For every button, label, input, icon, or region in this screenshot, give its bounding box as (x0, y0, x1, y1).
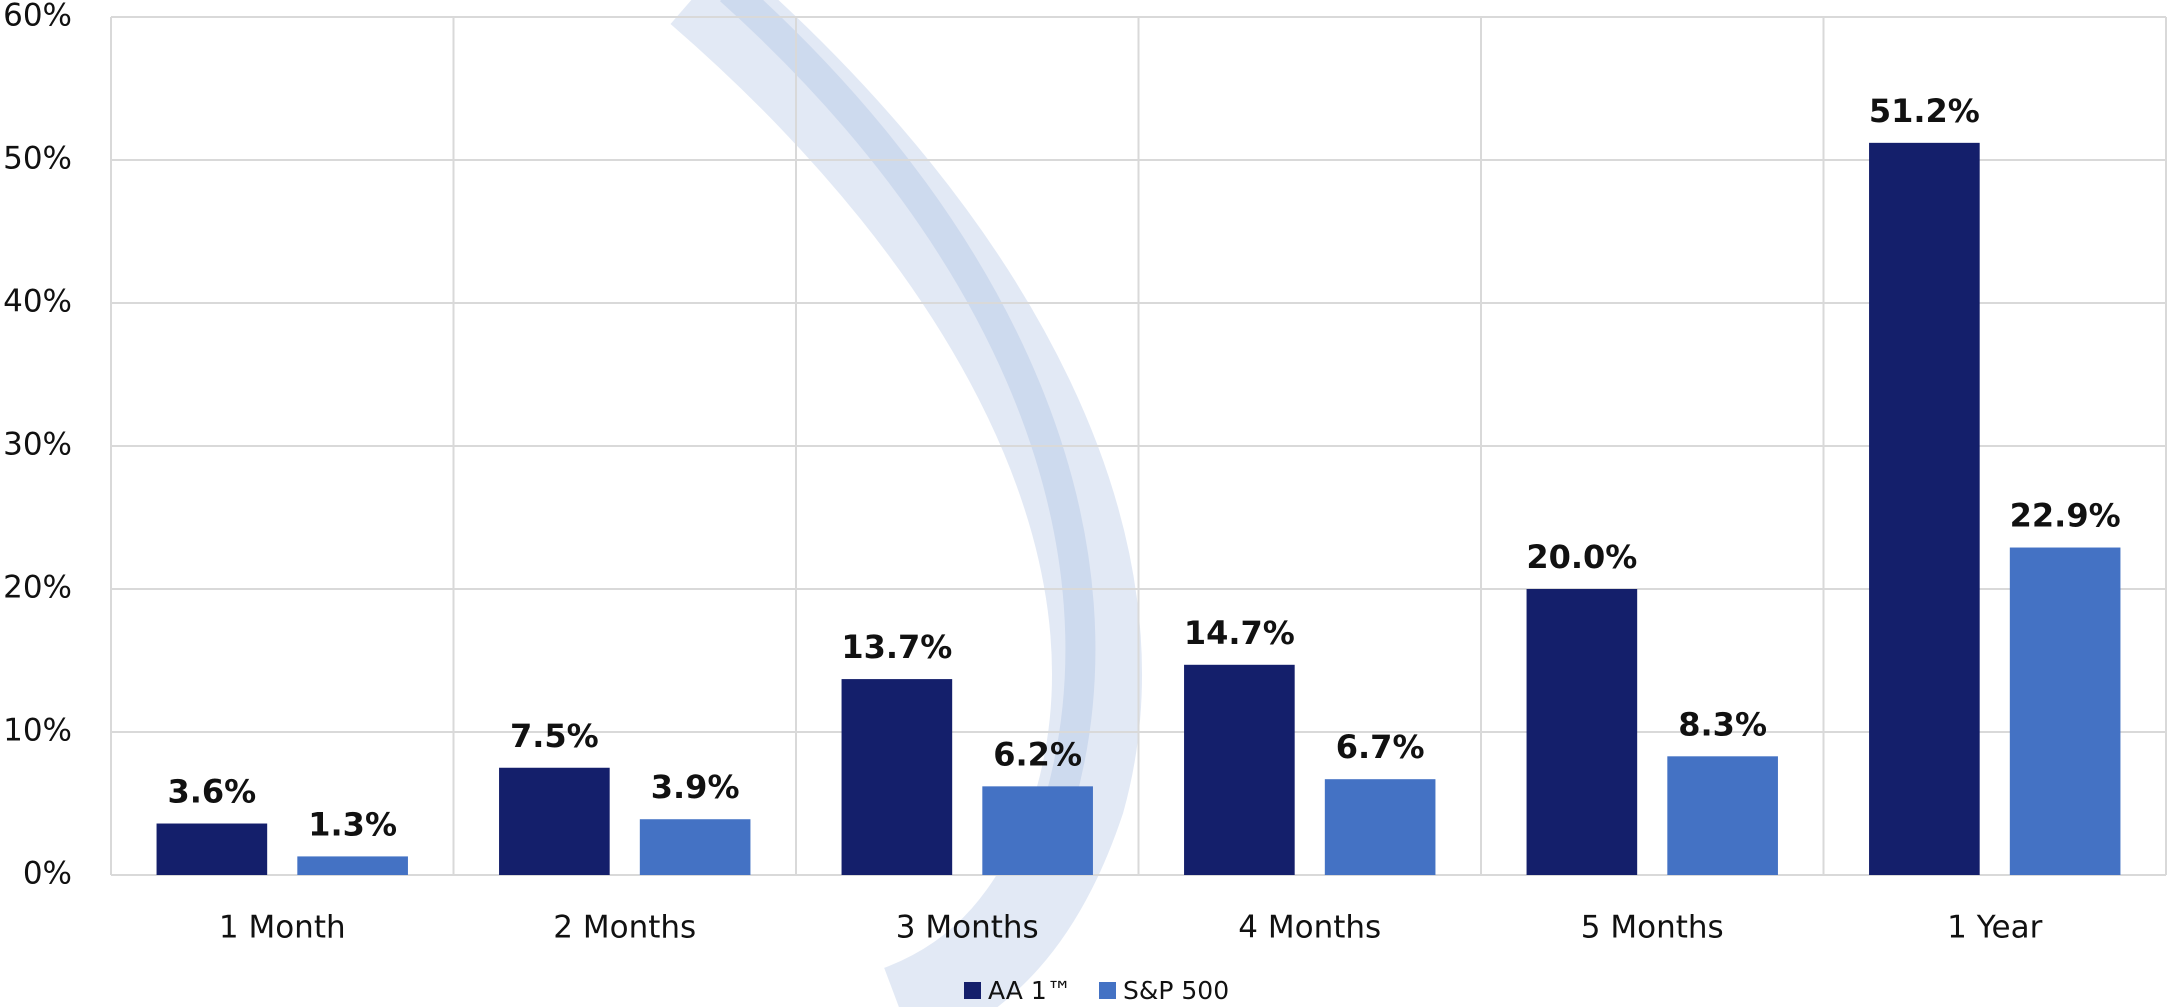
y-tick-label: 60% (3, 0, 72, 34)
value-label: 3.6% (167, 773, 256, 811)
bar (1526, 589, 1638, 875)
bar (1869, 142, 1980, 876)
bar (499, 767, 610, 875)
bar (2009, 547, 2121, 875)
legend-marker (1099, 982, 1116, 999)
bar (982, 786, 1093, 875)
value-label: 8.3% (1678, 705, 1767, 743)
y-tick-label: 40% (3, 284, 72, 320)
legend-label: AA 1™ (988, 976, 1072, 1005)
value-label: 3.9% (651, 768, 740, 806)
y-tick-label: 0% (23, 856, 72, 892)
y-tick-label: 20% (3, 570, 72, 606)
value-label: 1.3% (308, 805, 397, 843)
x-tick-label: 1 Month (219, 910, 346, 946)
legend-marker (964, 982, 981, 999)
bar (639, 819, 751, 875)
y-tick-label: 30% (3, 427, 72, 463)
bar (1324, 779, 1436, 875)
legend-label: S&P 500 (1123, 976, 1229, 1005)
value-label: 20.0% (1526, 538, 1637, 576)
x-tick-label: 1 Year (1947, 910, 2042, 946)
bar (156, 823, 268, 875)
x-tick-label: 2 Months (553, 910, 696, 946)
value-label: 7.5% (510, 717, 599, 755)
x-tick-label: 3 Months (896, 910, 1039, 946)
value-label: 13.7% (841, 628, 952, 666)
bar (297, 856, 408, 875)
bar (1667, 756, 1778, 875)
background-swoosh (670, 0, 1142, 1007)
value-label: 6.2% (993, 735, 1082, 773)
y-tick-label: 50% (3, 141, 72, 177)
y-tick-label: 10% (3, 713, 72, 749)
x-tick-label: 5 Months (1581, 910, 1724, 946)
bar (841, 679, 953, 875)
value-label: 6.7% (1336, 728, 1425, 766)
value-label: 14.7% (1184, 614, 1295, 652)
bar (1184, 664, 1295, 875)
x-tick-label: 4 Months (1238, 910, 1381, 946)
value-label: 51.2% (1869, 92, 1980, 130)
value-label: 22.9% (2010, 497, 2121, 535)
